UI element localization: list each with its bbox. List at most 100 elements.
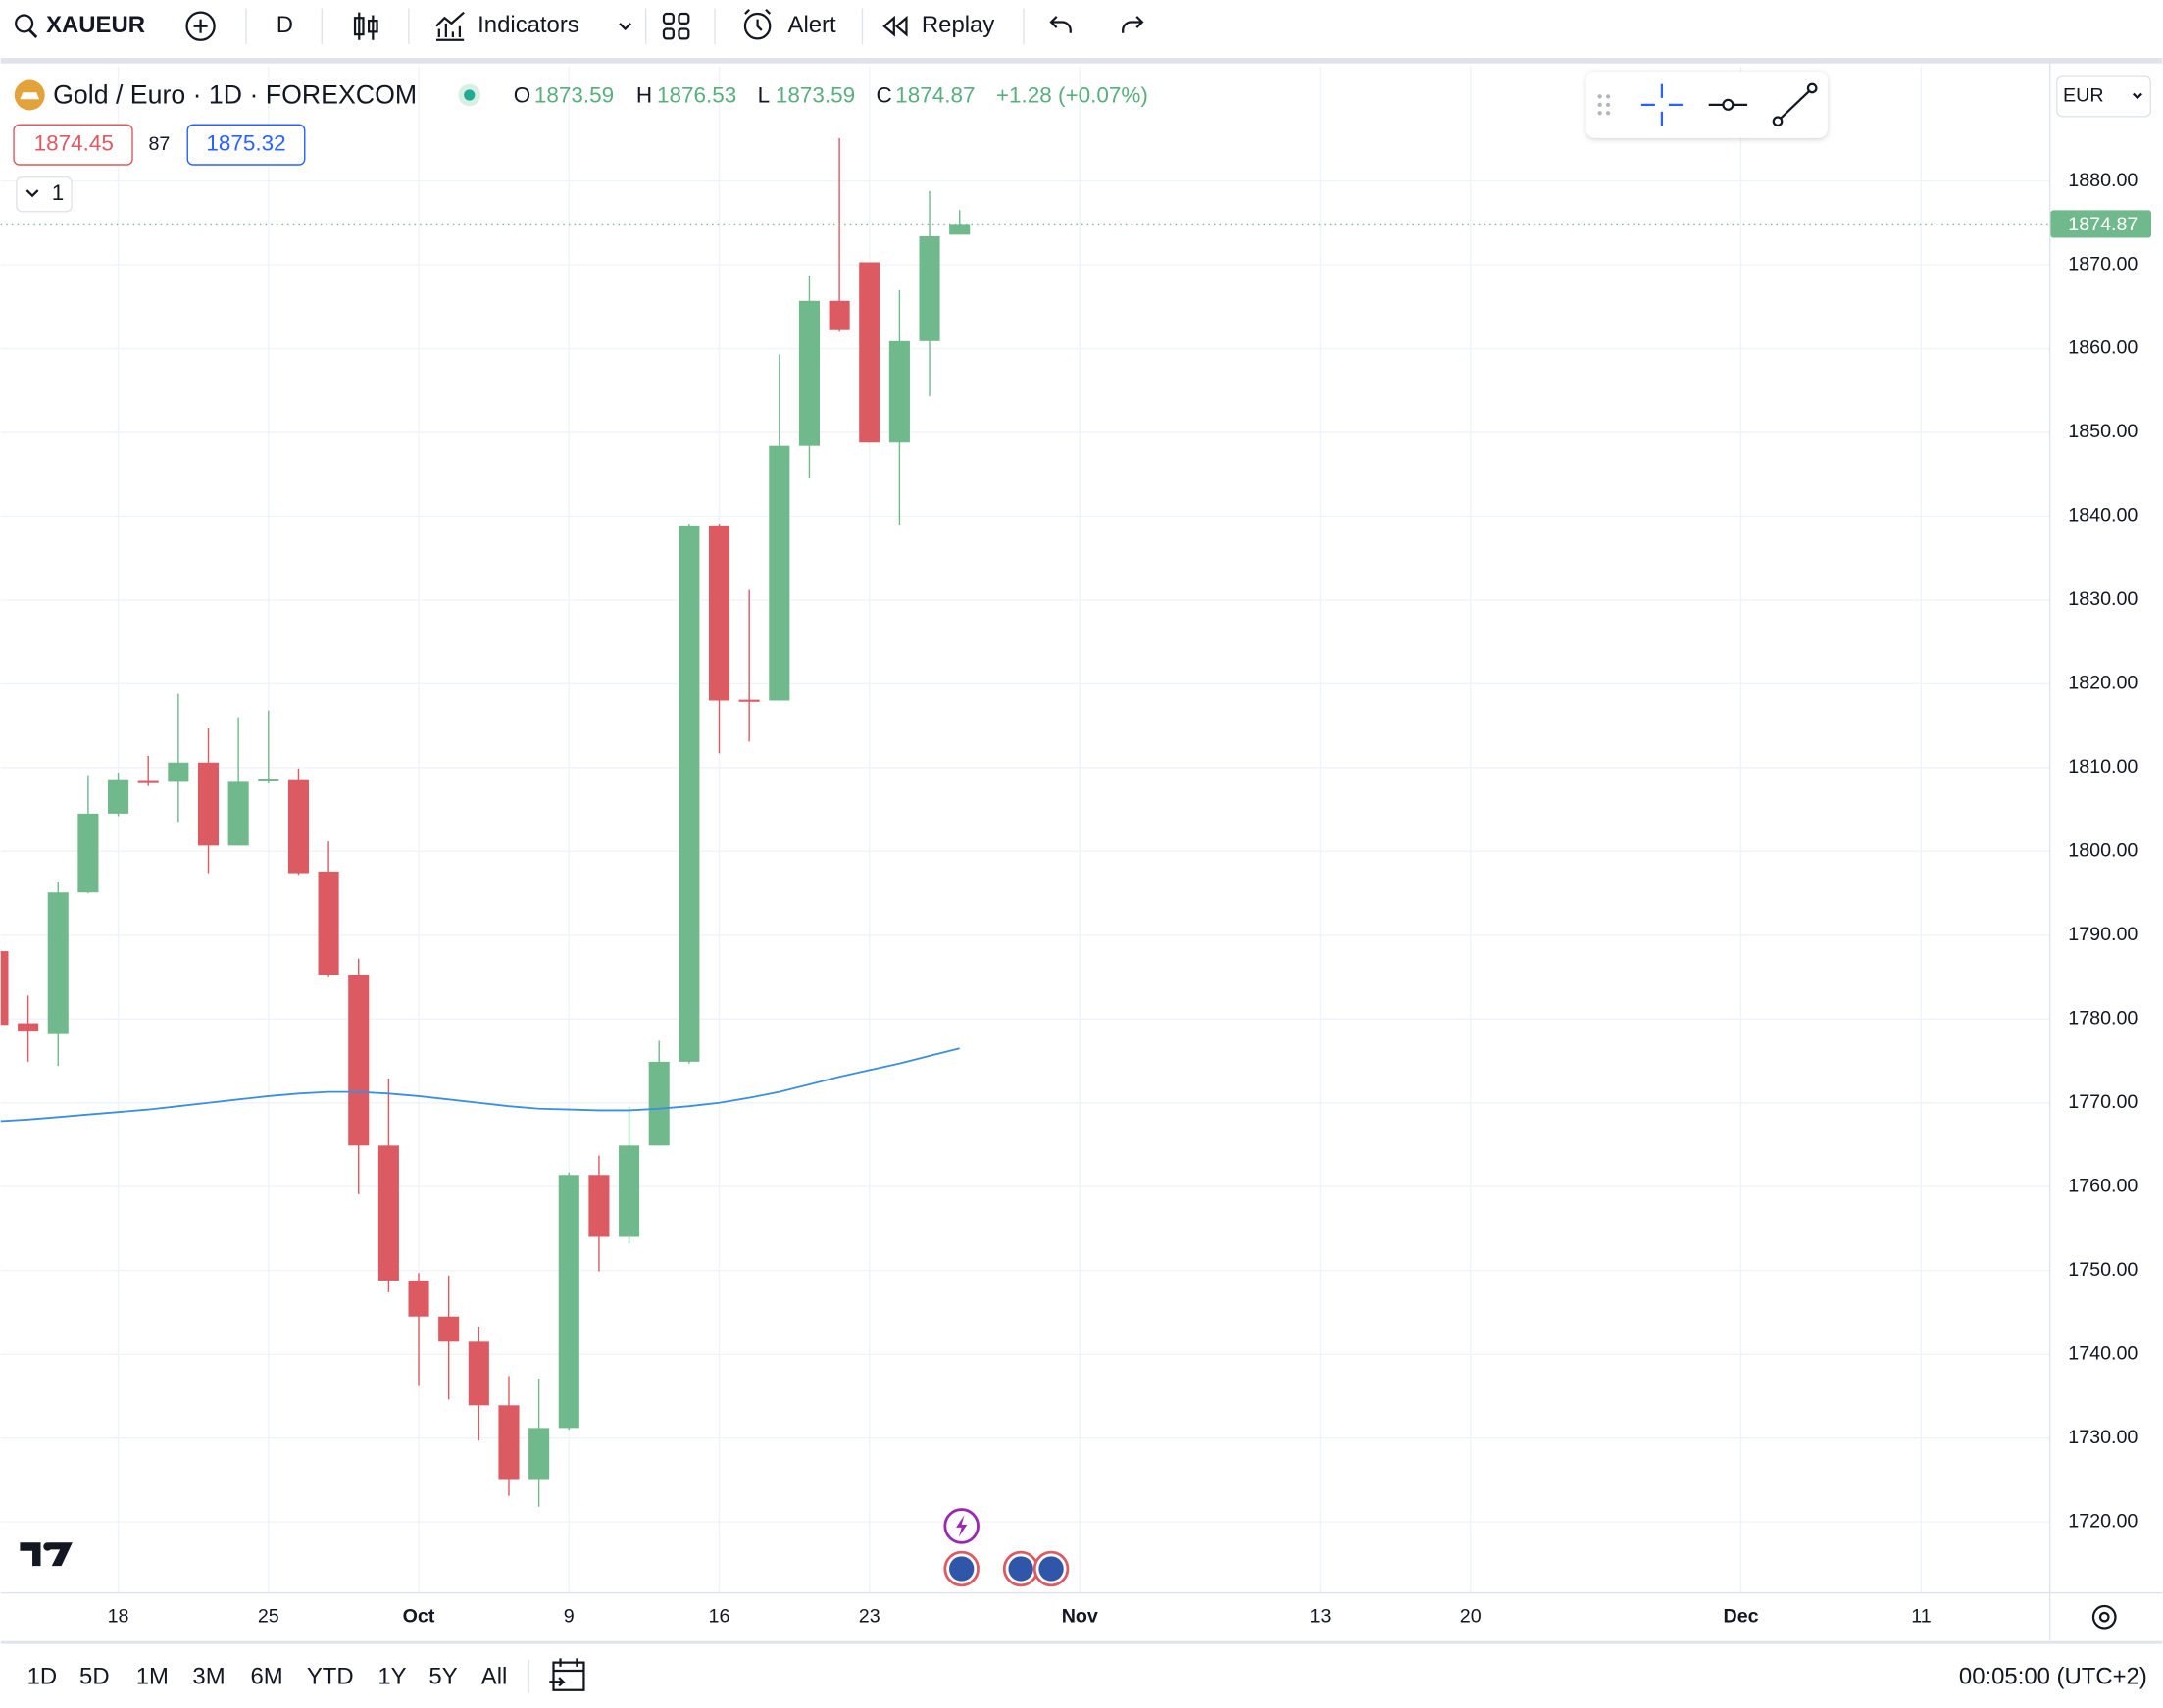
trend-tool[interactable] [1780, 89, 1811, 120]
plot [0, 137, 2049, 1507]
range-button[interactable]: All [481, 1663, 508, 1689]
chevron [25, 189, 39, 198]
candle-body [829, 300, 850, 330]
alert-icon [744, 9, 772, 31]
candle-body [377, 1145, 399, 1281]
events [943, 1508, 1070, 1587]
range-button[interactable]: 3M [192, 1663, 225, 1689]
spread: 87 [148, 133, 170, 155]
candle-body [318, 871, 339, 975]
symbol[interactable]: XAUEUR [46, 12, 145, 38]
bid[interactable]: 1874.45 [34, 131, 114, 156]
y-tick-label: 1840.00 [2068, 505, 2138, 527]
currency[interactable]: EUR [2063, 85, 2104, 107]
search-icon[interactable] [15, 14, 34, 33]
range-button[interactable]: 6M [250, 1663, 282, 1689]
drag-handle[interactable] [1597, 94, 1611, 116]
redo-icon[interactable] [1122, 16, 1144, 33]
candle-body [679, 525, 700, 1062]
chart-type-icon[interactable] [353, 12, 378, 40]
y-tick-label: 1800.00 [2068, 840, 2138, 862]
replay-icon[interactable] [882, 15, 908, 37]
grid [0, 66, 2049, 1592]
candle-body [227, 781, 249, 846]
layout-icon[interactable] [662, 12, 690, 40]
settings-icon[interactable] [2091, 1604, 2117, 1630]
x-tick-label: Oct [403, 1605, 435, 1627]
clock: 00:05:00 (UTC+2) [1959, 1663, 2147, 1689]
x-tick-label: Nov [1062, 1605, 1098, 1627]
event-flag[interactable] [943, 1550, 980, 1587]
indicators-icon[interactable] [435, 11, 465, 41]
undo-icon[interactable] [1049, 16, 1072, 33]
indicators-button[interactable]: Indicators [478, 12, 579, 38]
candle-body [348, 974, 370, 1146]
y-tick-label: 1720.00 [2068, 1510, 2138, 1532]
y-tick-label: 1860.00 [2068, 337, 2138, 359]
range-buttons: 1D 5D 1M 3M 6M YTD 1Y 5Y All [27, 1663, 508, 1689]
bid-box[interactable] [13, 124, 133, 166]
crosshair-tool[interactable] [1640, 83, 1684, 126]
candle-body [798, 300, 821, 446]
candle-body [287, 779, 309, 874]
y-tick-label: 1870.00 [2068, 253, 2138, 275]
range-button[interactable]: YTD [307, 1663, 354, 1689]
add-icon[interactable] [185, 11, 216, 41]
last-price-box [2050, 210, 2152, 238]
moving-average [0, 1047, 960, 1123]
range-button[interactable]: 5Y [428, 1663, 457, 1689]
event-flag[interactable] [1002, 1550, 1039, 1587]
ohlc-label: C [877, 82, 892, 107]
ohlc-value: 1873.59 [776, 82, 855, 107]
candle-body [558, 1175, 579, 1429]
interval[interactable]: D [277, 12, 293, 38]
horizontal-tool [1722, 98, 1735, 111]
chevron [2132, 92, 2142, 100]
range-button[interactable]: 5D [79, 1663, 110, 1689]
ask-box[interactable] [186, 124, 306, 166]
y-tick-label: 1790.00 [2068, 924, 2138, 945]
alert-button[interactable]: Alert [788, 12, 836, 38]
candle-body [168, 762, 189, 782]
candle-body [919, 235, 940, 341]
range-button[interactable]: 1M [136, 1663, 169, 1689]
candle-body [77, 813, 99, 893]
candle-body [197, 762, 220, 846]
x-tick-label: 11 [1911, 1605, 1931, 1627]
drawing-panel [1585, 72, 1828, 138]
candle-body [738, 699, 760, 702]
y-tick-label: 1850.00 [2068, 421, 2138, 442]
candle-body [468, 1341, 489, 1406]
collapse-count[interactable]: 1 [52, 180, 65, 205]
chevron[interactable] [619, 23, 632, 31]
event-flag[interactable] [1032, 1550, 1070, 1587]
ohlc-label: L [758, 82, 771, 107]
currency-box[interactable] [2056, 75, 2152, 118]
candle-body [0, 951, 9, 1026]
toolbar-border [0, 58, 2163, 64]
candle-body [108, 779, 129, 814]
candle-body [588, 1175, 610, 1237]
range-button[interactable]: 1D [27, 1663, 58, 1689]
candle-body [949, 224, 971, 235]
change: +1.28 (+0.07%) [996, 82, 1148, 107]
x-tick-label: 23 [859, 1605, 880, 1627]
alert-icon[interactable] [743, 12, 772, 40]
candle-body [438, 1316, 460, 1342]
collapse-button[interactable] [16, 176, 73, 213]
replay-button[interactable]: Replay [922, 12, 994, 38]
range-button[interactable]: 1Y [377, 1663, 406, 1689]
trend-tool [1806, 82, 1818, 94]
event-icon [956, 1515, 968, 1537]
candle-body [769, 445, 790, 701]
market-status [464, 89, 476, 101]
chart-title: Gold / Euro · 1D · FOREXCOM [53, 79, 417, 109]
ask[interactable]: 1875.32 [206, 131, 285, 156]
date-range-icon[interactable] [549, 1658, 585, 1691]
settings-icon [2098, 1611, 2110, 1623]
y-tick-label: 1780.00 [2068, 1007, 2138, 1029]
candle-body [18, 1023, 39, 1032]
time-axis: 18 25 Oct 9 16 23 Nov 13 20 Dec 11 [108, 1605, 1932, 1627]
